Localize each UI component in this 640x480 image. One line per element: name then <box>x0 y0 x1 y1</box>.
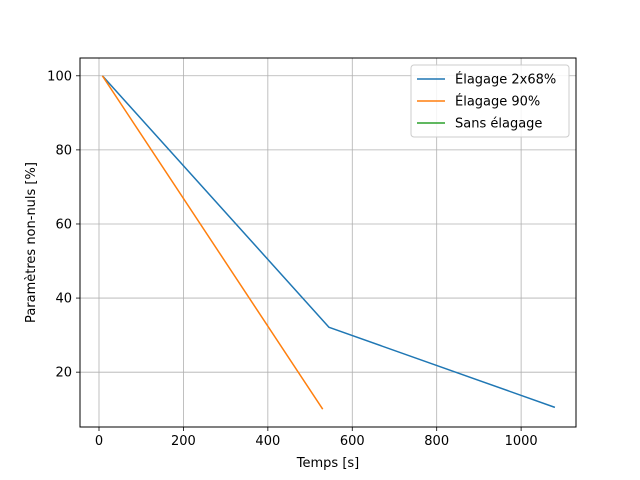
y-tick-label: 60 <box>55 217 72 232</box>
x-tick-label: 400 <box>255 434 280 449</box>
x-tick-label: 600 <box>340 434 365 449</box>
series-line <box>101 75 324 410</box>
legend-label: Élagage 90% <box>455 94 540 110</box>
x-axis-label: Temps [s] <box>296 456 359 471</box>
x-tick-label: 200 <box>171 434 196 449</box>
legend-label: Élagage 2x68% <box>455 72 556 88</box>
x-tick-label: 1000 <box>505 434 538 449</box>
y-tick-label: 40 <box>55 292 72 307</box>
y-tick-label: 100 <box>47 69 72 84</box>
series-lines <box>101 75 556 410</box>
axis-ticks: 0 200 400 600 800 1000 20 40 60 80 100 <box>47 69 537 449</box>
y-tick-label: 80 <box>55 143 72 158</box>
x-tick-label: 800 <box>424 434 449 449</box>
legend-box <box>410 64 570 138</box>
legend-label: Sans élagage <box>455 117 542 132</box>
legend-items: Élagage 2x68% Élagage 90% Sans élagage <box>417 72 556 132</box>
series-line <box>101 75 556 409</box>
y-axis-label: Paramètres non-nuls [%] <box>24 162 39 323</box>
legend: Élagage 2x68% Élagage 90% Sans élagage <box>410 64 570 138</box>
y-tick-label: 20 <box>55 366 72 381</box>
x-tick-label: 0 <box>95 434 103 449</box>
plot-frame <box>79 57 577 428</box>
